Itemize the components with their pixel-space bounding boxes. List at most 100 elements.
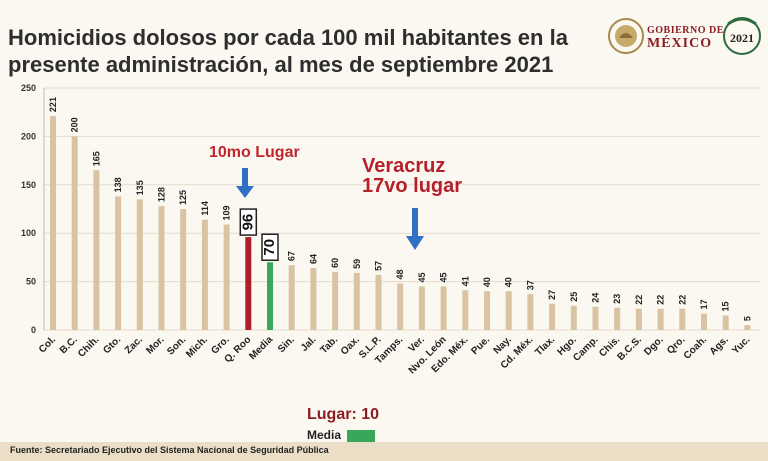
bar [136,199,143,330]
bar [527,294,534,330]
value-label: 45 [439,272,449,282]
legend-media-swatch [347,430,375,442]
x-tick-label: Col. [37,334,58,355]
bar [353,272,360,330]
bar [592,306,599,330]
veracruz-annotation: Veracruz 17vo lugar [362,156,462,196]
bar [93,170,100,330]
value-label: 67 [287,251,297,261]
value-label: 23 [612,294,622,304]
x-tick-label: B.C.S. [615,334,644,363]
source-footer: Fuente: Secretariado Ejecutivo del Siste… [0,442,768,461]
value-label: 48 [395,270,405,280]
bar [310,268,317,330]
x-tick-label: Tab. [318,334,340,356]
arrow-qroo-icon [236,168,254,198]
value-label: 96 [239,214,256,231]
value-label: 128 [157,187,167,202]
bar [722,315,729,330]
value-label: 135 [135,180,145,195]
value-label: 60 [330,258,340,268]
x-tick-label: Camp. [571,334,601,364]
bar [484,291,490,330]
title-line-2: presente administración, al mes de septi… [8,52,554,77]
value-label: 165 [91,151,101,166]
veracruz-label: Veracruz [362,155,446,177]
bar [679,308,686,330]
value-label: 25 [569,292,579,302]
bar [657,308,664,330]
badge-year: 2021 [730,31,754,45]
bar [549,303,556,330]
bar [440,286,447,330]
logo-gobierno: GOBIERNO DE [647,25,724,36]
value-label-box [239,208,258,236]
bar [701,313,707,330]
source-text: Fuente: Secretariado Ejecutivo del Siste… [10,445,329,455]
value-label: 125 [178,190,188,205]
y-tick-label: 0 [31,325,36,335]
bar [635,308,642,330]
x-tick-label: Gto. [101,334,123,356]
legend-lugar: Lugar: 10 [307,406,380,423]
value-label: 37 [525,280,535,290]
value-label: 22 [677,295,687,305]
value-label: 45 [417,272,427,282]
bar [115,196,122,330]
x-tick-label: Mor. [144,334,166,356]
anniversary-badge-icon: 2021 [723,17,761,55]
value-labels: 221 200 165 138 135 128 125 114 109 96 70 67 64 60 59 5… [48,97,752,321]
bar [375,274,382,330]
y-tick-label: 150 [21,180,36,190]
bar [288,265,295,330]
value-label: 17 [699,300,709,310]
bar [180,209,187,330]
value-label: 22 [634,295,644,305]
bar [570,305,577,330]
bar [505,291,512,330]
y-axis-labels: 0 50 100 150 200 250 [21,83,36,335]
gobierno-logo: GOBIERNO DE MÉXICO 2021 [606,14,762,58]
x-axis-labels: Col. B.C.Chih. Gto. Zac. Mor.Son.Mich. Gro.Q.… [37,334,753,376]
bar [744,325,751,330]
x-tick-label: Pue. [469,334,492,357]
x-tick-label: Sin. [276,334,297,355]
logo-mexico: MÉXICO [647,36,713,51]
bar [267,262,273,330]
value-label: 40 [482,277,492,287]
value-label: 59 [352,259,362,269]
bar [158,206,165,330]
bar [332,271,339,330]
x-tick-label: Jal. [299,334,319,354]
arrow-veracruz-icon [406,208,424,250]
value-label: 200 [70,117,80,132]
value-label: 24 [591,293,601,303]
veracruz-rank: 17vo lugar [362,175,463,197]
value-label: 114 [200,201,210,216]
value-label: 27 [547,290,557,300]
value-label: 221 [48,97,58,112]
value-label: 15 [721,301,731,311]
y-tick-label: 50 [26,277,36,287]
value-label: 41 [460,276,470,286]
bar [50,116,56,331]
bar-chart: 221 200 165 138 135 128 125 114 109 96 70 67 64 60 59 5… [21,83,760,376]
coat-of-arms-icon [608,18,644,54]
bar [614,307,621,330]
title-line-1: Homicidios dolosos por cada 100 mil habi… [8,25,568,50]
chart-grid [43,87,760,331]
y-tick-label: 100 [21,228,36,238]
value-label: 138 [113,177,123,192]
chart-bars [50,116,751,331]
value-label: 40 [504,277,514,287]
legend-media-label: Media [307,428,342,442]
bar [418,286,425,330]
value-label: 109 [222,205,232,220]
value-label: 70 [261,239,278,256]
y-tick-label: 200 [21,131,36,141]
x-tick-label: Dgo. [642,334,666,358]
value-label-box [261,233,279,261]
value-label: 57 [374,261,384,271]
y-tick-label: 250 [21,83,36,93]
logo-text: GOBIERNO DE MÉXICO [647,24,724,51]
